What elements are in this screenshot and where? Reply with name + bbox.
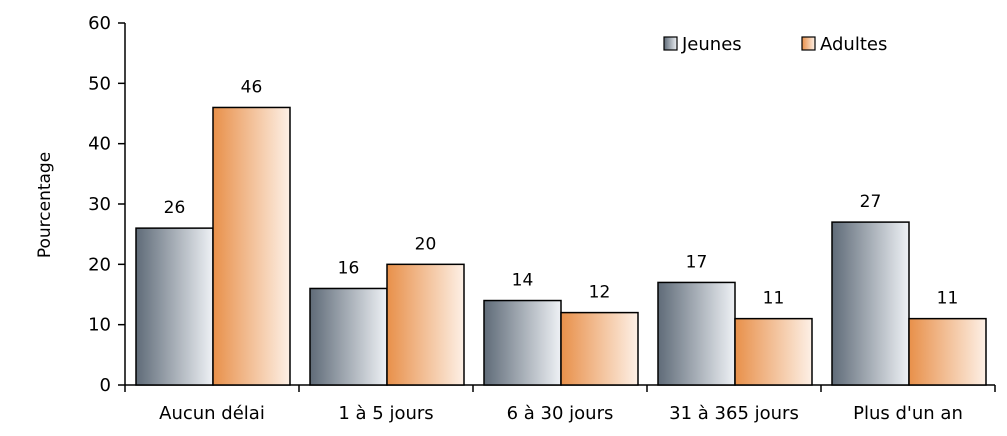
data-label: 27 (860, 192, 882, 212)
data-label: 12 (589, 283, 611, 303)
legend-label: Jeunes (681, 34, 742, 55)
bar-adultes (212, 106, 291, 386)
data-label: 14 (512, 271, 534, 291)
x-axis: Aucun délai 1 à 5 jours 6 à 30 jours 31 à 3… (124, 384, 996, 424)
bar-jeunes (135, 227, 214, 386)
x-tick-label: 6 à 30 jours (507, 403, 614, 424)
x-tick-label: Plus d'un an (853, 403, 963, 424)
y-tick-label: 60 (88, 13, 111, 34)
x-tick-label: Aucun délai (159, 403, 265, 424)
data-label: 16 (338, 258, 360, 278)
legend-swatch-adultes (801, 36, 816, 51)
data-label: 20 (415, 234, 437, 254)
bar-jeunes (657, 281, 736, 386)
legend-swatch-jeunes (663, 36, 678, 51)
legend-label: Adultes (820, 34, 887, 55)
y-axis: 0 10 20 30 40 50 60 (88, 13, 126, 396)
data-label: 11 (937, 289, 959, 309)
bar-adultes (386, 263, 465, 386)
y-tick-label: 20 (88, 254, 111, 275)
y-tick-label: 40 (88, 134, 111, 155)
bar-adultes (560, 311, 639, 386)
x-tick-label: 31 à 365 jours (669, 403, 799, 424)
data-label: 26 (164, 198, 186, 218)
x-tick-label: 1 à 5 jours (338, 403, 433, 424)
y-tick-label: 30 (88, 194, 111, 215)
bar-jeunes (483, 299, 562, 386)
bar-jeunes (309, 287, 388, 386)
bar-jeunes (831, 221, 910, 386)
y-tick-label: 10 (88, 315, 111, 336)
legend: Jeunes Adultes (663, 34, 887, 55)
data-label: 11 (763, 289, 785, 309)
bar-adultes (908, 317, 987, 386)
y-tick-label: 0 (100, 375, 111, 396)
bars: 26 46 16 20 14 12 17 11 27 11 (135, 77, 987, 386)
data-label: 46 (241, 77, 263, 97)
data-label: 17 (686, 252, 708, 272)
y-tick-label: 50 (88, 73, 111, 94)
y-axis-label: Pourcentage (35, 152, 55, 258)
bar-adultes (734, 317, 813, 386)
